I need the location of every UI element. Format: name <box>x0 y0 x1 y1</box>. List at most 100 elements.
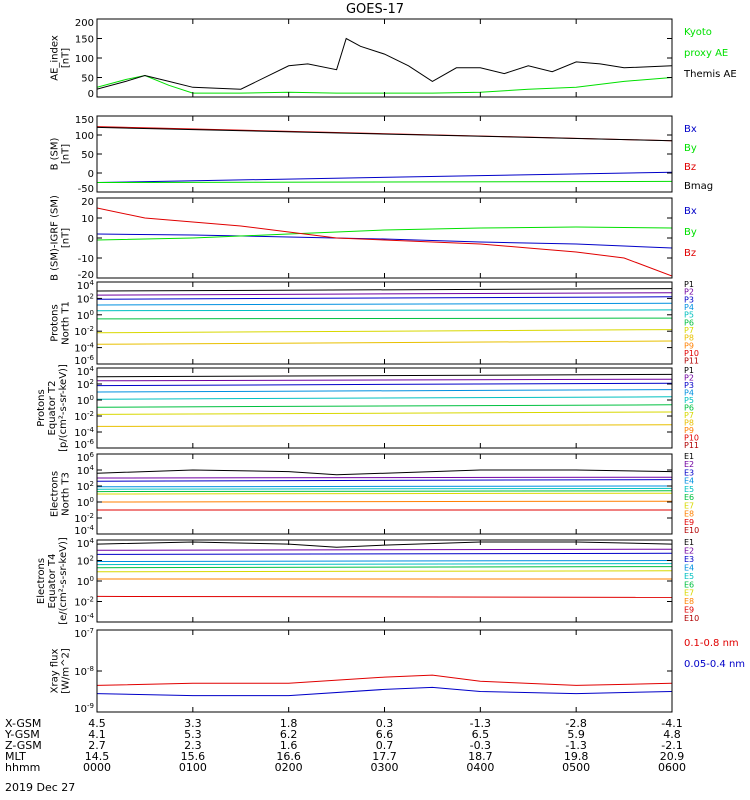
ytick-label: 100 <box>75 131 94 142</box>
series-line-0-05-0-4-nm <box>97 686 672 697</box>
footer-value: 16.6 <box>276 750 301 763</box>
date-label: 2019 Dec 27 <box>5 781 75 794</box>
legend-entry: Bx <box>684 124 697 135</box>
legend-entry: By <box>684 143 697 154</box>
series-line-p8 <box>97 424 672 427</box>
series-line-e6 <box>97 566 672 569</box>
legend-entry: P2 <box>684 288 694 297</box>
ytick-label: 10-8 <box>74 665 94 678</box>
legend-entry: P3 <box>684 295 694 304</box>
series-line-p3 <box>97 296 672 300</box>
footer-value: -4.1 <box>661 717 682 730</box>
ytick-label: 100 <box>77 575 94 588</box>
legend-entry: P8 <box>684 418 694 427</box>
series-line-e1 <box>97 469 672 476</box>
footer-value: 2.7 <box>88 739 106 752</box>
panel-bigrf: -20 -10 0 10 20 B (SM)-IGRF (SM) [nT] Bx By Bz <box>50 195 697 281</box>
ytick-label: 106 <box>77 451 95 464</box>
series-line-themis-ae <box>97 37 672 90</box>
legend-entry: P1 <box>684 280 694 289</box>
footer-value: 4.1 <box>88 728 106 741</box>
ytick-label: 150 <box>75 35 94 46</box>
ytick-label: 100 <box>77 394 94 407</box>
panel-frame <box>96 539 673 623</box>
legend-entry: E1 <box>684 538 694 547</box>
footer-value: 5.9 <box>567 728 585 741</box>
series-line-by <box>97 226 672 241</box>
ylabel-line: [nT] <box>61 48 72 68</box>
footer-value: -2.1 <box>661 739 682 752</box>
ytick-label: 0 <box>88 169 94 180</box>
legend-entry: E9 <box>684 518 694 527</box>
footer-value: 6.5 <box>472 728 490 741</box>
legend-entry: E5 <box>684 485 694 494</box>
series-group-bigrf <box>97 207 672 277</box>
series-line-p7 <box>97 411 672 415</box>
footer-value: 0300 <box>371 761 399 774</box>
series-line-e8 <box>97 500 672 503</box>
legend-entry: P10 <box>684 349 699 358</box>
ylabel-line: Electrons <box>36 558 47 604</box>
ytick-label: 10-4 <box>74 342 94 355</box>
series-group-e_equator <box>97 541 672 598</box>
ytick-label: 100 <box>75 54 94 65</box>
ytick-label: 100 <box>77 309 94 322</box>
legend-entry: E4 <box>684 563 694 572</box>
legend-entry: P5 <box>684 311 694 320</box>
figure-title: GOES-17 <box>346 2 404 17</box>
legend-entry: Bmag <box>684 181 713 192</box>
ylabel-line: North T1 <box>61 301 72 345</box>
ytick-label: -10 <box>78 254 94 265</box>
series-line-p6 <box>97 317 672 320</box>
legend-entry: P8 <box>684 334 694 343</box>
ytick-label: 10-4 <box>74 612 94 625</box>
footer-value: 19.8 <box>564 750 589 763</box>
series-line-e4 <box>97 485 672 488</box>
footer-row-label: X-GSM <box>5 717 41 730</box>
legend-entry: P9 <box>684 341 694 350</box>
ytick-label: 100 <box>77 496 94 509</box>
ytick-label: 10-7 <box>74 627 94 640</box>
ytick-label: 10-2 <box>74 410 94 423</box>
footer-ephemeris: X-GSM 4.5 3.3 1.8 0.3 -1.3 -2.8 -4.1 Y-GSM 4.1 5.3… <box>4 717 686 774</box>
legend-entry: E2 <box>684 546 694 555</box>
ytick-label: 10-6 <box>74 438 94 451</box>
footer-value: 6.2 <box>280 728 298 741</box>
footer-value: -2.8 <box>565 717 586 730</box>
legend-entry: E10 <box>684 614 699 623</box>
series-line-0-1-0-8-nm <box>97 674 672 686</box>
legend-entry: 0.05-0.4 nm <box>684 659 745 670</box>
legend-entry: E10 <box>684 526 699 535</box>
series-group-p_equator <box>97 373 672 427</box>
ylabel-line: Xray flux <box>50 649 61 694</box>
ytick-label: 50 <box>81 150 94 161</box>
footer-value: 17.7 <box>372 750 397 763</box>
ytick-label: -20 <box>78 270 94 281</box>
legend-entry: proxy AE <box>684 48 728 59</box>
legend-entry: Themis AE <box>683 69 737 80</box>
series-group-p_north <box>97 288 672 345</box>
series-line-p5 <box>97 396 672 400</box>
ytick-label: 200 <box>75 18 94 29</box>
footer-value: 4.5 <box>88 717 106 730</box>
legend-entry: P1 <box>684 366 694 375</box>
series-line-p2 <box>97 378 672 382</box>
ytick-label: 0 <box>88 234 94 245</box>
series-line-bx <box>97 171 672 183</box>
series-line-e1 <box>97 541 672 548</box>
legend-entry: E6 <box>684 493 694 502</box>
series-line-kyoto <box>97 74 672 94</box>
series-line-p1 <box>97 288 672 292</box>
legend-entry: E6 <box>684 580 694 589</box>
ytick-label: 10-6 <box>74 354 94 367</box>
legend-entry: E7 <box>684 589 694 598</box>
footer-value: 0600 <box>658 761 686 774</box>
footer-value: 4.8 <box>663 728 681 741</box>
ytick-label: 10 <box>81 214 94 225</box>
panel-e_equator: 10-4 10-2 100 102 104 Electrons Equator T4 [e/(… <box>36 537 699 625</box>
panel-xray: 10-9 10-8 10-7 Xray flux [W/m^2] 0.1-0.8 nm 0.… <box>50 627 746 715</box>
ylabel-line: Electrons <box>50 471 61 517</box>
footer-value: 0200 <box>275 761 303 774</box>
